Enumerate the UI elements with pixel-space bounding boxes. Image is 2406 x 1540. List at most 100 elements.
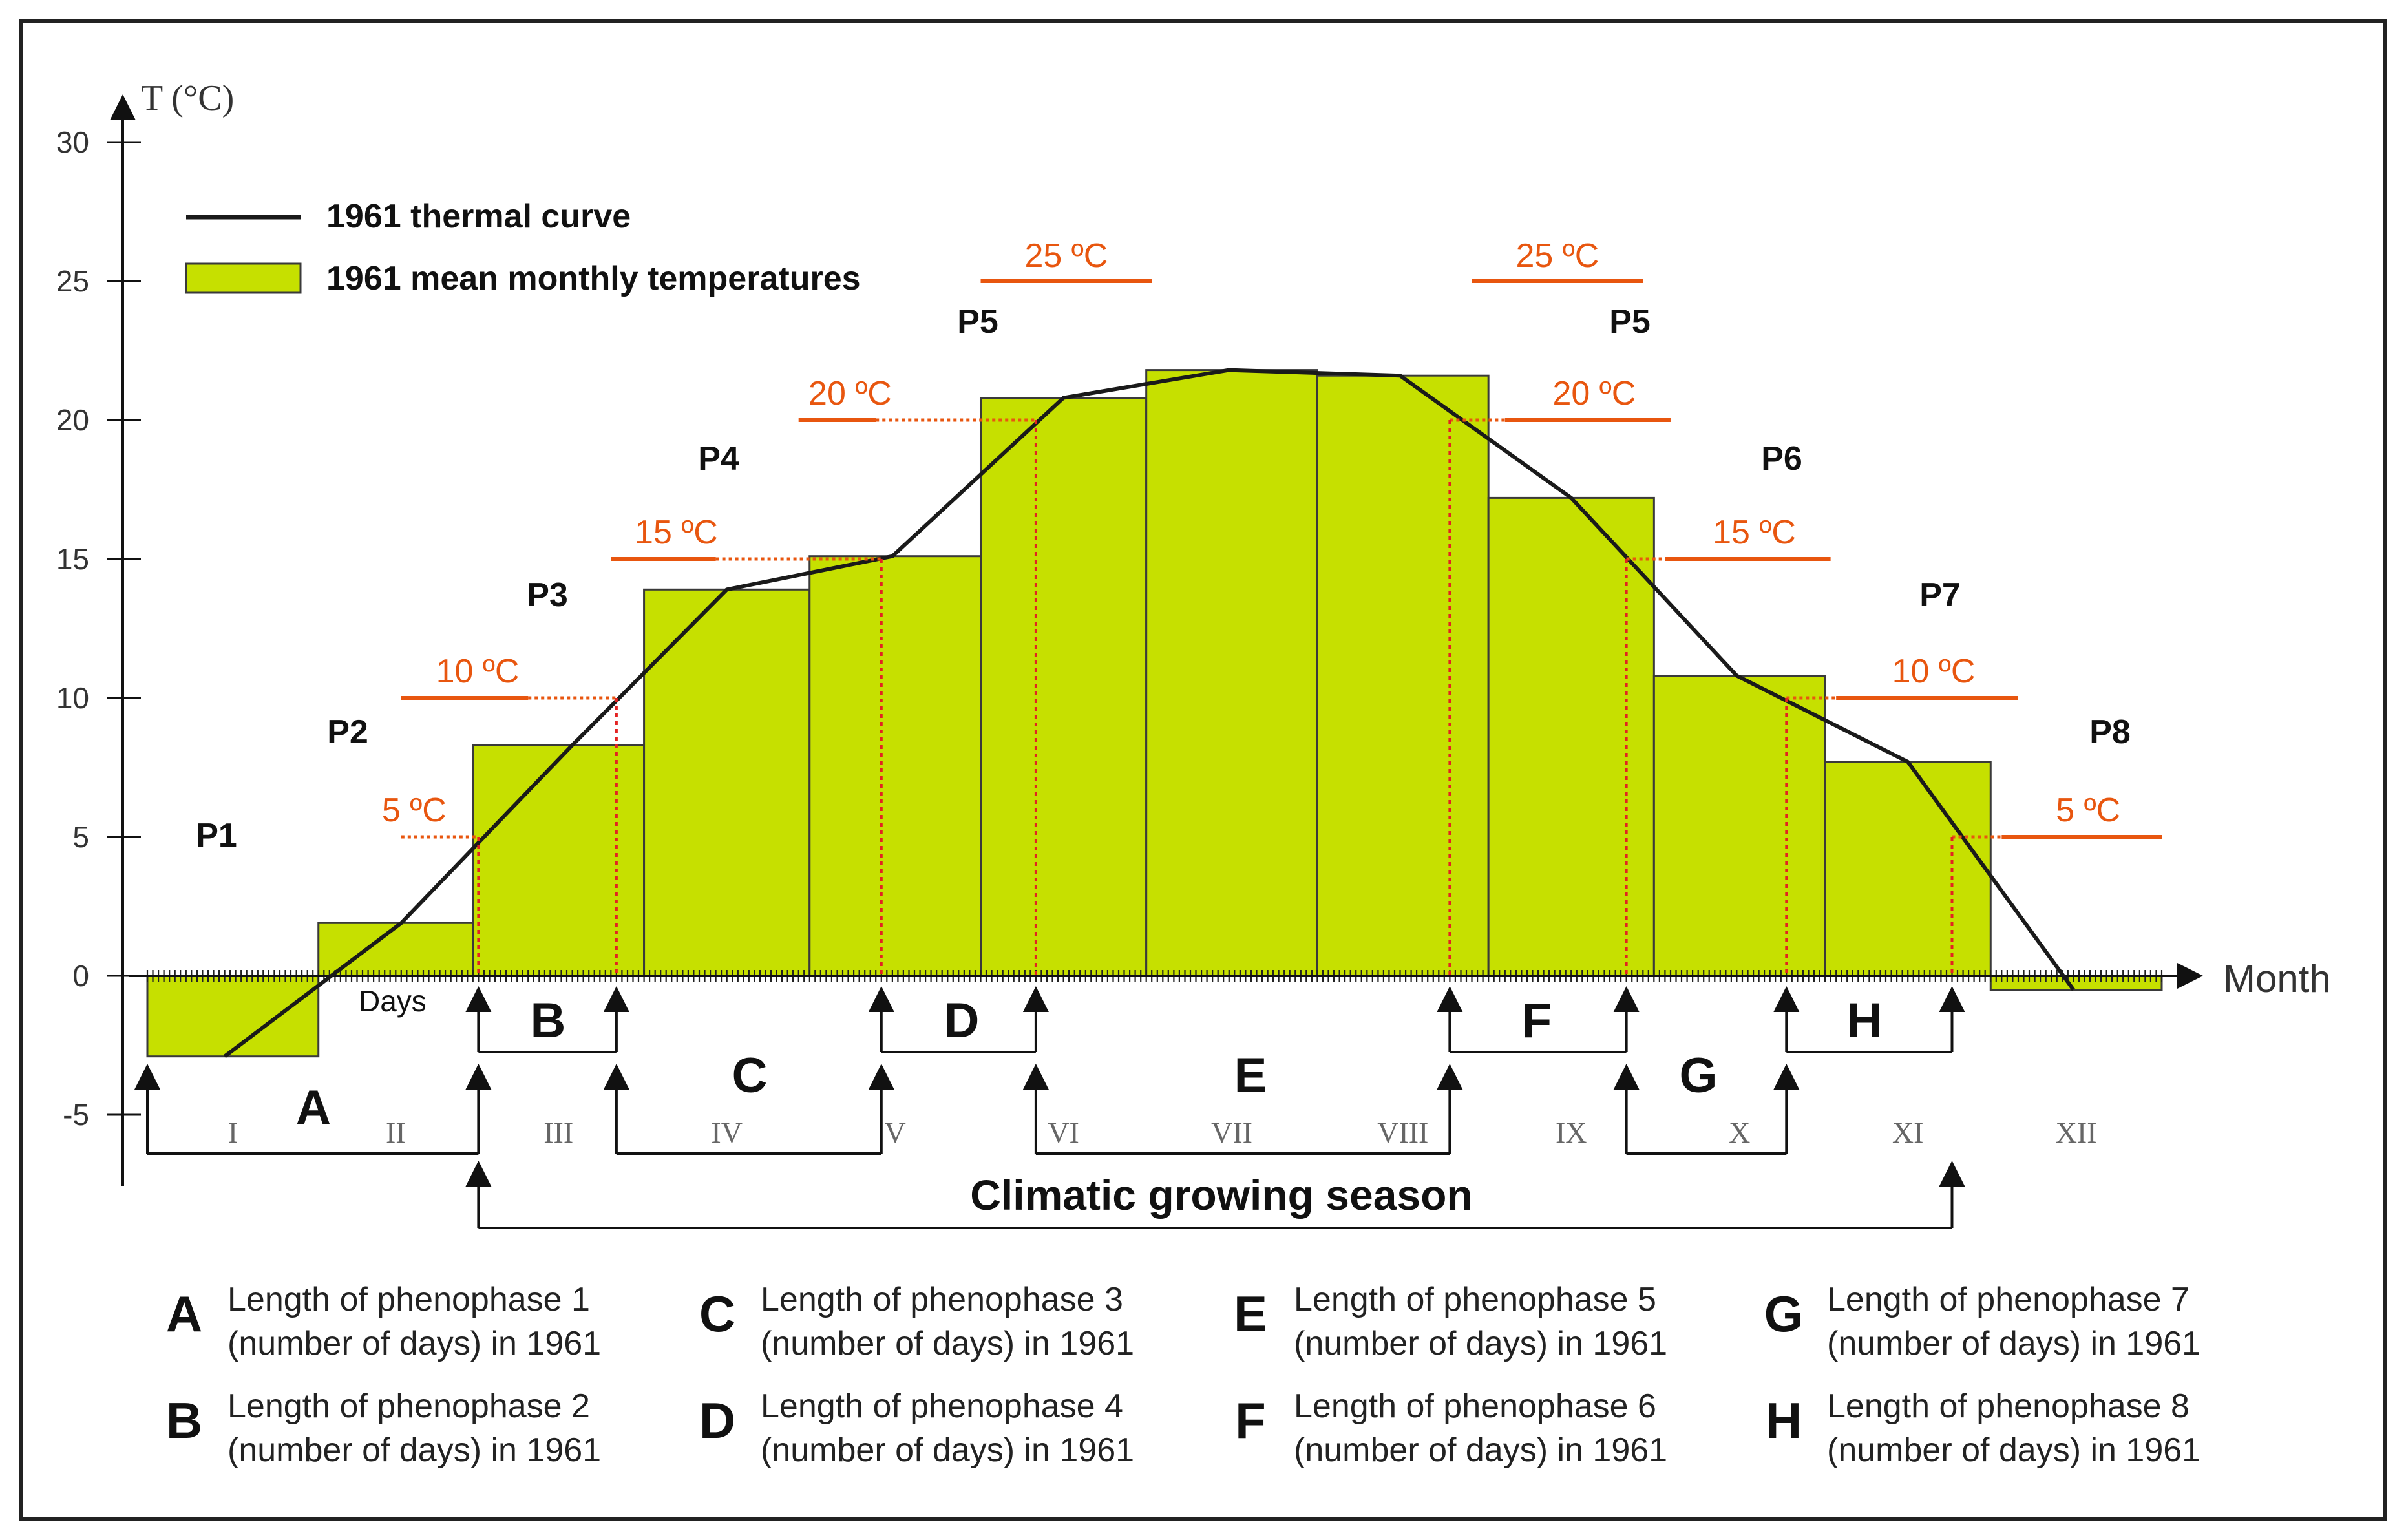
month-label-XII: XII — [2056, 1116, 2097, 1149]
threshold-25-label-1: 25 ºC — [1024, 237, 1108, 275]
legend-text-f-line2: (number of days) in 1961 — [1294, 1431, 1667, 1469]
bar-XI — [1824, 761, 1992, 977]
axes: -5 0 5 10 15 20 25 30 — [56, 94, 2203, 1186]
y-axis-title: T (°C) — [141, 78, 234, 118]
legend-text-g-line2: (number of days) in 1961 — [1827, 1325, 2200, 1362]
threshold-crossing-lines — [401, 418, 2002, 976]
phenophase-letter-e: E — [1234, 1048, 1267, 1103]
month-label-VIII: VIII — [1377, 1116, 1428, 1149]
phase-label-p2: P2 — [327, 713, 368, 751]
bar-XII — [1989, 975, 2163, 991]
phenophase-letter-a: A — [296, 1081, 332, 1135]
y-tick-label-25: 25 — [56, 264, 89, 298]
threshold-15-right-label: 15 ºC — [1713, 514, 1796, 551]
threshold-20-left-label: 20 ºC — [808, 375, 892, 412]
phenophase-letter-d: D — [944, 993, 980, 1048]
phase-label-p6: P6 — [1761, 440, 1802, 478]
month-label-IX: IX — [1556, 1116, 1587, 1149]
phenophase-letter-g: G — [1679, 1048, 1717, 1103]
threshold-20-right-label: 20 ºC — [1552, 375, 1636, 412]
legend-bar-label: 1961 mean monthly temperatures — [326, 260, 861, 297]
legend-text-h-line1: Length of phenophase 8 — [1827, 1387, 2190, 1425]
bar-X — [1652, 675, 1826, 977]
y-tick-label-0: 0 — [72, 959, 89, 993]
month-label-X: X — [1729, 1116, 1750, 1149]
month-label-XI: XI — [1892, 1116, 1924, 1149]
growing-season-label: Climatic growing season — [970, 1171, 1473, 1219]
bar-series — [146, 369, 2163, 1058]
threshold-lines: 5 ºC 5 ºC 10 ºC 10 ºC 15 ºC 15 ºC 20 ºC 20 ºC 25… — [382, 237, 2162, 839]
legend-line-label: 1961 thermal curve — [326, 198, 631, 235]
month-label-I: I — [228, 1116, 238, 1149]
legend-letter-h: H — [1766, 1392, 1802, 1449]
phenophase-brackets: A C E G B D F H Climatic growing season — [134, 986, 1965, 1229]
thermal-curve-series — [223, 368, 2075, 1059]
threshold-25-label-2: 25 ºC — [1515, 237, 1599, 275]
threshold-15-left-label: 15 ºC — [635, 514, 718, 551]
legend-letter-e: E — [1234, 1285, 1267, 1342]
phase-label-p5: P5 — [957, 303, 998, 341]
y-tick-label-15: 15 — [56, 542, 89, 576]
legend-text-h-line2: (number of days) in 1961 — [1827, 1431, 2200, 1469]
legend-letter-g: G — [1764, 1285, 1804, 1342]
threshold-10-right-label: 10 ºC — [1892, 653, 1976, 690]
month-label-II: II — [386, 1116, 406, 1149]
bar-VIII — [1316, 374, 1490, 977]
legend-text-c-line1: Length of phenophase 3 — [761, 1281, 1123, 1318]
threshold-5-right-label: 5 ºC — [2056, 792, 2120, 829]
phase-label-p7: P7 — [1919, 576, 1961, 614]
phase-label-p3: P3 — [527, 576, 568, 614]
legend-text-a-line2: (number of days) in 1961 — [227, 1325, 601, 1362]
legend-text-g-line1: Length of phenophase 7 — [1827, 1281, 2190, 1318]
y-tick-label-20: 20 — [56, 403, 89, 437]
days-label: Days — [359, 984, 427, 1018]
phenophase-letter-f: F — [1522, 993, 1552, 1048]
month-label-V: V — [885, 1116, 906, 1149]
legend-letter-a: A — [166, 1285, 202, 1342]
legend-text-b-line2: (number of days) in 1961 — [227, 1431, 601, 1469]
y-tick-label-5: 5 — [72, 820, 89, 854]
bar-III — [472, 744, 646, 977]
month-label-III: III — [543, 1116, 573, 1149]
phenophase-letter-c: C — [732, 1048, 768, 1103]
y-tick-label--5: -5 — [63, 1098, 89, 1132]
phase-labels: P1 P2 P3 P4 P5 P5 P6 P7 P8 — [196, 303, 2131, 854]
phenophase-letter-b: B — [531, 993, 566, 1048]
y-tick-label-30: 30 — [56, 125, 89, 159]
phase-label-p1: P1 — [196, 817, 237, 854]
month-label-VII: VII — [1211, 1116, 1252, 1149]
legend-text-e-line2: (number of days) in 1961 — [1294, 1325, 1667, 1362]
phenophase-legend: A Length of phenophase 1 (number of days) … — [166, 1281, 2200, 1469]
legend-letter-d: D — [699, 1392, 735, 1449]
x-axis-title: Month — [2223, 957, 2331, 1000]
legend-bar-swatch — [185, 262, 302, 294]
threshold-5-left-label: 5 ºC — [382, 792, 447, 829]
chart-legend: 1961 thermal curve 1961 mean monthly temp… — [185, 198, 861, 297]
legend-letter-c: C — [699, 1285, 735, 1342]
legend-text-f-line1: Length of phenophase 6 — [1294, 1387, 1656, 1425]
legend-text-b-line1: Length of phenophase 2 — [227, 1387, 590, 1425]
threshold-10-left-label: 10 ºC — [436, 653, 520, 690]
bar-V — [808, 555, 982, 977]
y-tick-label-10: 10 — [56, 681, 89, 715]
legend-letter-b: B — [166, 1392, 202, 1449]
bar-I — [146, 975, 320, 1058]
phase-label-p8: P8 — [2089, 713, 2131, 751]
legend-text-c-line2: (number of days) in 1961 — [761, 1325, 1134, 1362]
legend-letter-f: F — [1235, 1392, 1266, 1449]
month-label-VI: VI — [1048, 1116, 1079, 1149]
legend-text-d-line1: Length of phenophase 4 — [761, 1387, 1123, 1425]
thermal-curve-line — [223, 368, 2075, 1059]
legend-text-d-line2: (number of days) in 1961 — [761, 1431, 1134, 1469]
phenophase-letter-h: H — [1847, 993, 1883, 1048]
bar-VI — [979, 397, 1148, 977]
legend-text-a-line1: Length of phenophase 1 — [227, 1281, 590, 1318]
legend-text-e-line1: Length of phenophase 5 — [1294, 1281, 1656, 1318]
bar-VII — [1145, 369, 1318, 977]
phase-label-p5-fall: P5 — [1609, 303, 1651, 341]
month-label-IV: IV — [711, 1116, 743, 1149]
bar-IX — [1487, 496, 1655, 977]
phase-label-p4: P4 — [698, 440, 739, 478]
